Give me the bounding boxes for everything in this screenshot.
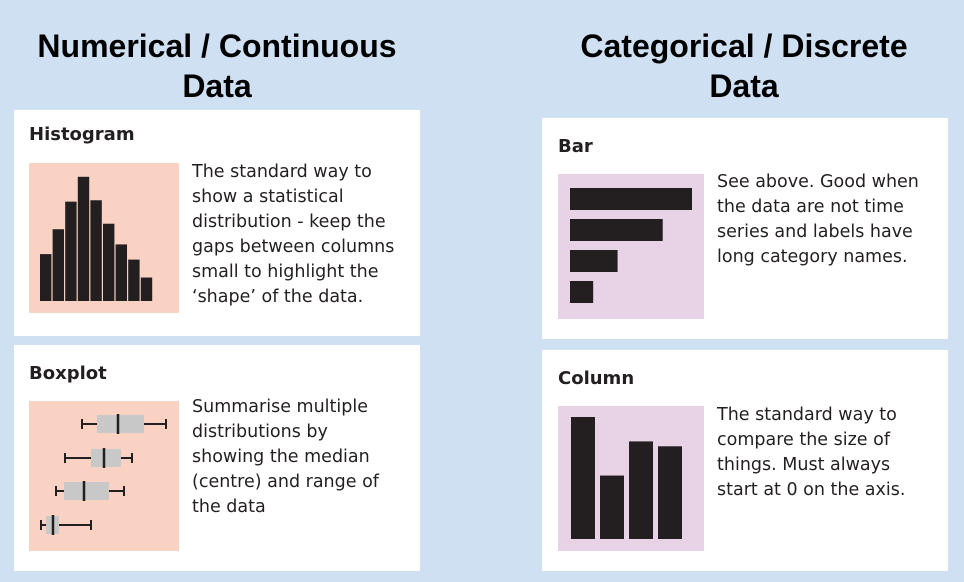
bar-chart-icon: [558, 174, 704, 319]
numerical-heading-line2: Data: [182, 68, 252, 104]
column-description: The standard way to compare the size of …: [717, 403, 905, 503]
boxplot-icon: [29, 401, 179, 551]
desc-line: showing the median: [192, 447, 370, 467]
desc-line: The standard way to: [192, 162, 372, 182]
histogram-bar: [77, 176, 90, 301]
desc-line: small to highlight the: [192, 262, 379, 282]
column-mark: [571, 417, 595, 539]
column-title: Column: [558, 368, 635, 389]
histogram-title: Histogram: [29, 124, 135, 145]
desc-line: compare the size of: [717, 430, 890, 450]
desc-line: series and labels have: [717, 222, 913, 242]
histogram-bar: [103, 223, 115, 301]
bar-thumbnail: [558, 174, 704, 319]
histogram-thumbnail: [29, 163, 179, 313]
desc-line: distribution - keep the: [192, 212, 386, 232]
categorical-heading: Categorical / Discrete Data: [538, 26, 950, 106]
bar-mark: [570, 281, 594, 303]
histogram-bar: [115, 244, 127, 301]
boxplot-card: Boxplot Summarise multiple distributions…: [14, 345, 420, 571]
desc-line: long category names.: [717, 247, 908, 267]
histogram-bar: [40, 254, 52, 301]
boxplot-title: Boxplot: [29, 363, 107, 384]
bar-card: Bar See above. Good when the data are no…: [542, 118, 948, 339]
bar-mark: [570, 188, 692, 210]
bar-title: Bar: [558, 136, 593, 157]
desc-line: show a statistical: [192, 187, 344, 207]
bar-description: See above. Good when the data are not ti…: [717, 170, 919, 270]
histogram-bar: [90, 200, 102, 301]
boxplot-thumbnail: [29, 401, 179, 551]
histogram-description: The standard way to show a statistical d…: [192, 160, 394, 310]
column-mark: [600, 475, 624, 539]
histogram-bar: [65, 201, 77, 301]
histogram-bar: [128, 259, 140, 301]
desc-line: the data: [192, 497, 266, 517]
histogram-card: Histogram The standard way to show a sta…: [14, 110, 420, 336]
desc-line: ‘shape’ of the data.: [192, 287, 364, 307]
histogram-bar: [52, 229, 64, 301]
desc-line: gaps between columns: [192, 237, 395, 257]
boxplot-box: [91, 449, 121, 467]
column-card: Column The standard way to compare the s…: [542, 350, 948, 571]
desc-line: start at 0 on the axis.: [717, 480, 906, 500]
desc-line: (centre) and range of: [192, 472, 379, 492]
desc-line: See above. Good when: [717, 172, 919, 192]
boxplot-box: [97, 415, 144, 433]
desc-line: things. Must always: [717, 455, 891, 475]
column-mark: [658, 446, 682, 539]
bar-mark: [570, 219, 663, 241]
desc-line: Summarise multiple: [192, 397, 368, 417]
column-mark: [629, 441, 653, 539]
desc-line: the data are not time: [717, 197, 904, 217]
desc-line: The standard way to: [717, 405, 897, 425]
column-chart-icon: [558, 406, 704, 551]
column-thumbnail: [558, 406, 704, 551]
categorical-heading-line2: Data: [709, 68, 779, 104]
bar-mark: [570, 250, 618, 272]
desc-line: distributions by: [192, 422, 328, 442]
numerical-heading: Numerical / Continuous Data: [10, 26, 424, 106]
histogram-bar: [140, 277, 153, 301]
categorical-heading-line1: Categorical / Discrete: [580, 28, 908, 64]
boxplot-description: Summarise multiple distributions by show…: [192, 395, 379, 520]
numerical-heading-line1: Numerical / Continuous: [37, 28, 397, 64]
boxplot-box: [64, 482, 109, 500]
histogram-icon: [29, 163, 179, 313]
